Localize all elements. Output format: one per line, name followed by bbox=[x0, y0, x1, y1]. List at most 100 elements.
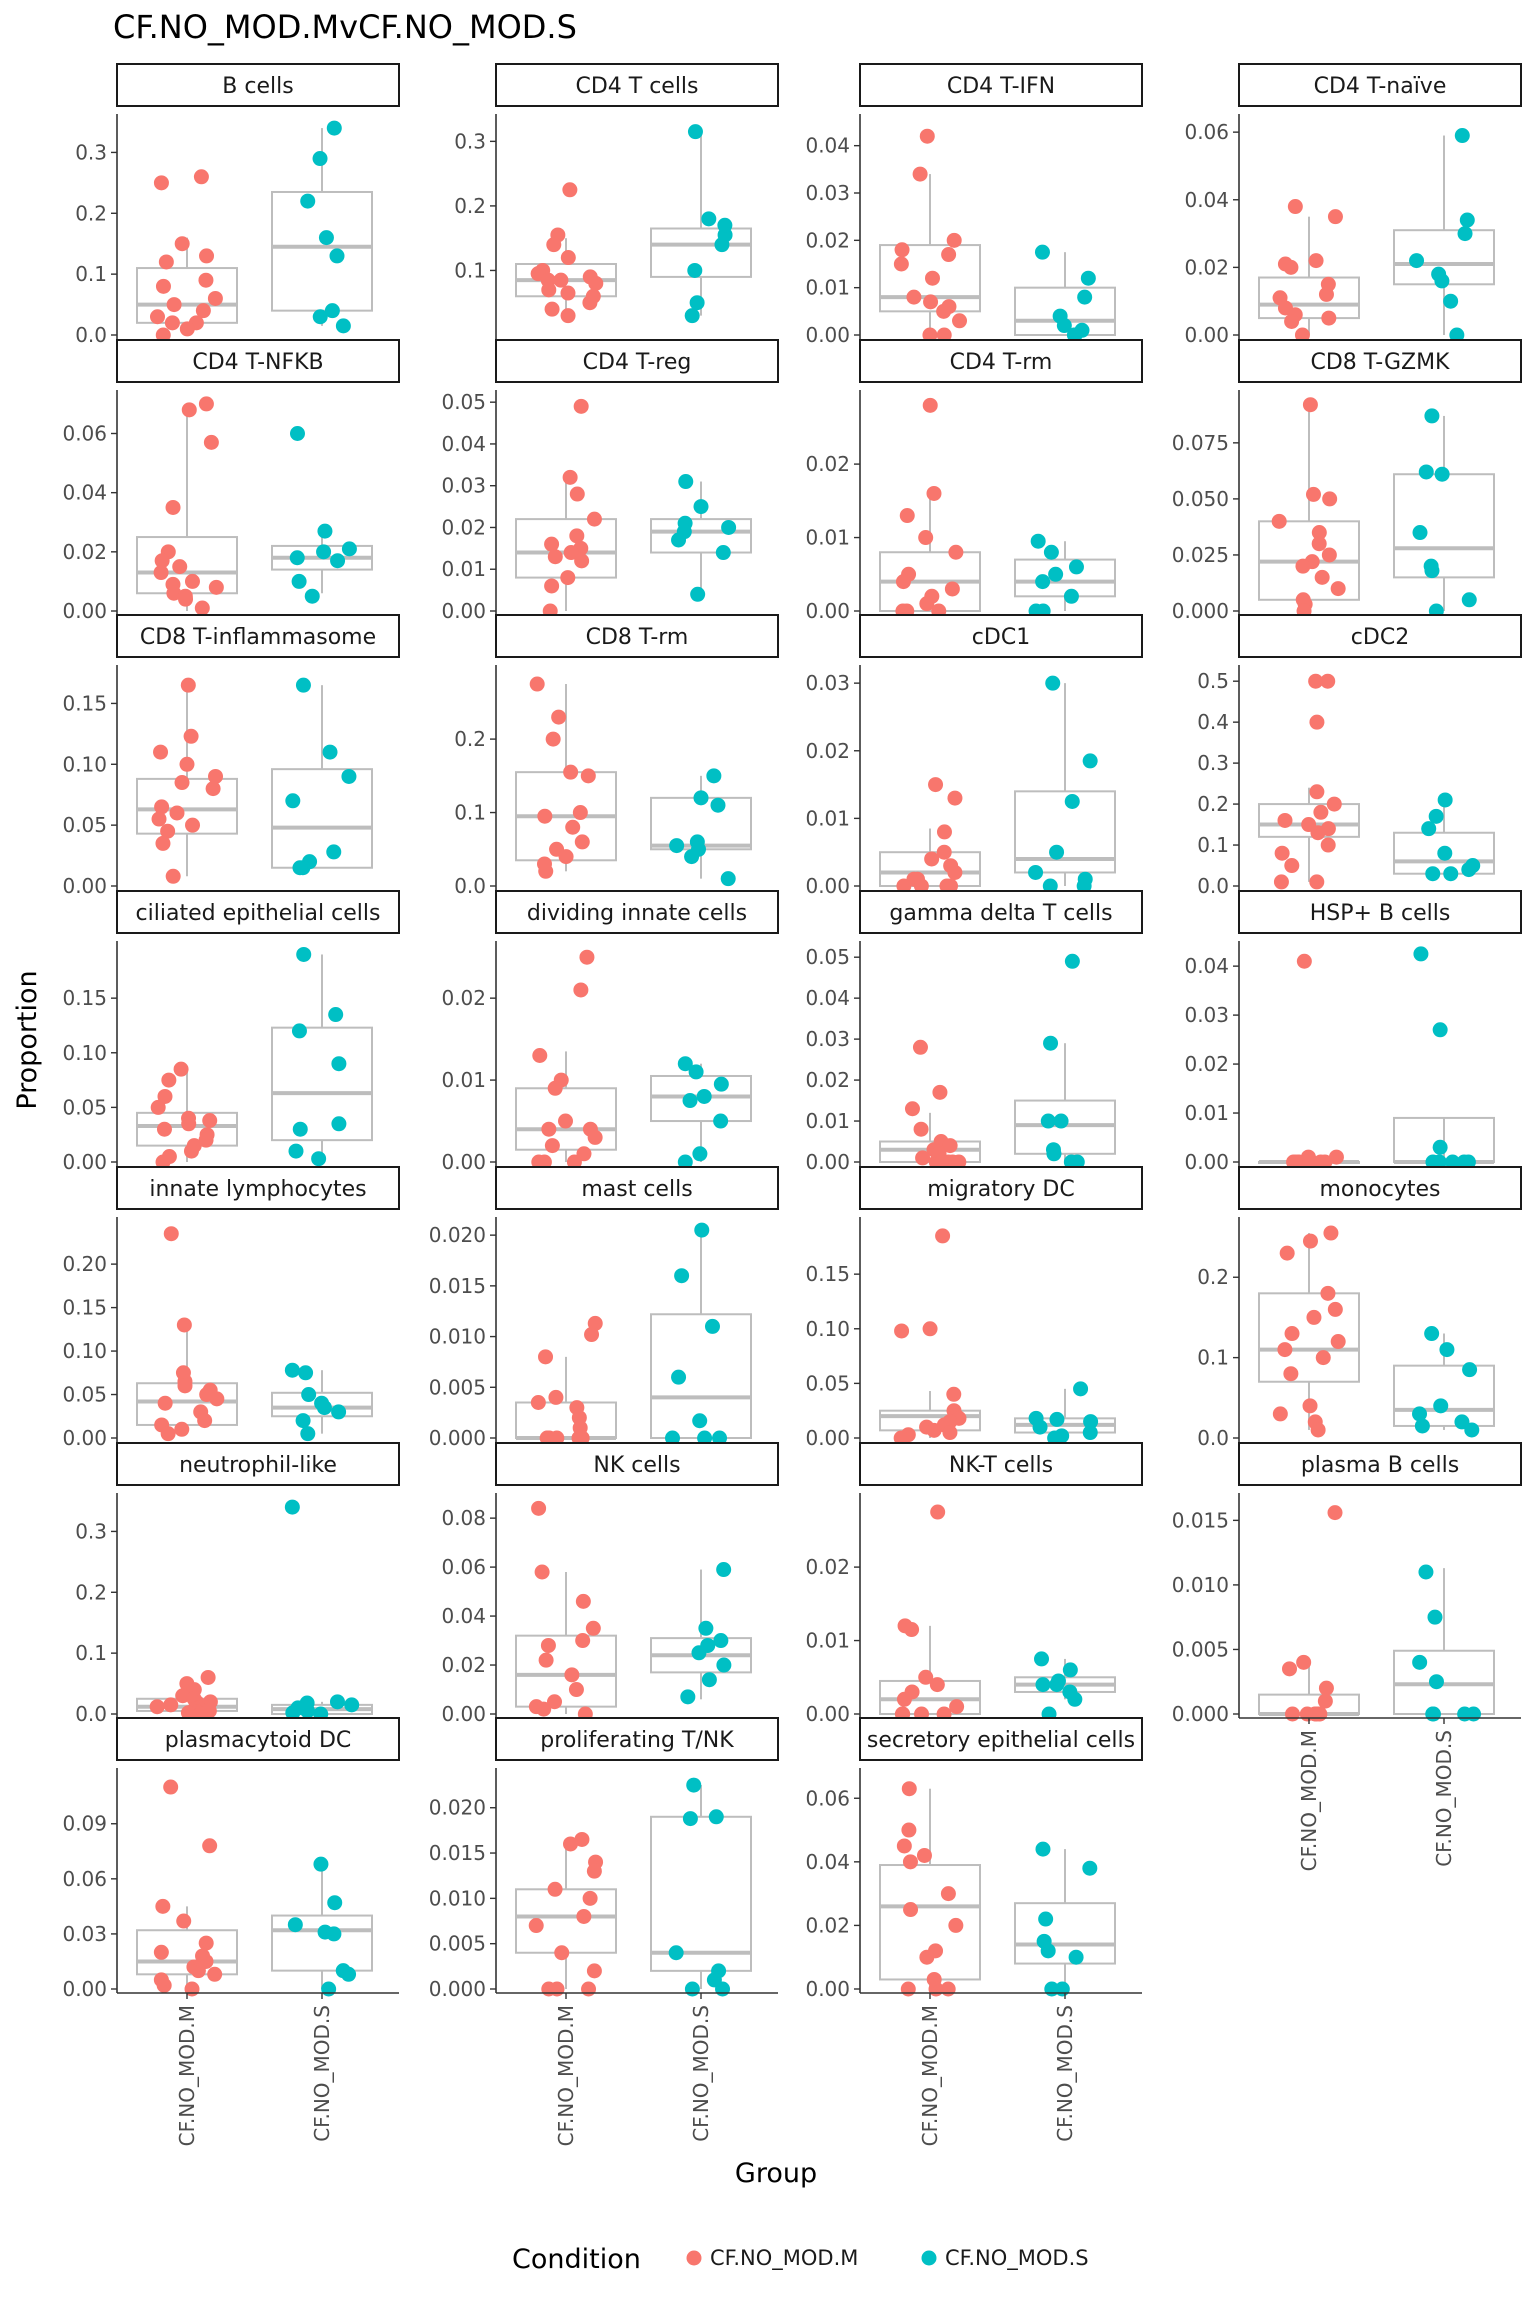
point-s bbox=[1030, 533, 1046, 549]
point-m bbox=[551, 709, 567, 725]
point-m bbox=[530, 1395, 546, 1410]
facet-strip bbox=[116, 1442, 400, 1486]
point-s bbox=[331, 1116, 347, 1132]
panel-cd8-t-gzmk: CD8 T-GZMK 0.000 0.025 0.050 0.075 bbox=[1172, 339, 1522, 623]
point-m bbox=[1312, 1706, 1328, 1722]
point-m bbox=[177, 1378, 193, 1394]
point-m bbox=[180, 677, 196, 693]
point-s bbox=[1049, 844, 1065, 860]
point-m bbox=[166, 297, 182, 313]
point-m bbox=[541, 1121, 557, 1137]
point-m bbox=[203, 434, 219, 450]
point-m bbox=[149, 1699, 165, 1715]
point-s bbox=[1459, 212, 1475, 228]
y-tick-label: 0.02 bbox=[805, 739, 850, 763]
panel-ciliated-epithelial-cells: ciliated epithelial cells 0.00 0.05 0.10 0.1… bbox=[62, 890, 400, 1174]
y-tick-label: 0.010 bbox=[429, 1886, 486, 1910]
point-m bbox=[932, 1084, 948, 1100]
y-tick-label: 0.10 bbox=[62, 1339, 107, 1363]
point-m bbox=[548, 1389, 564, 1405]
y-tick-label: 0.1 bbox=[75, 262, 107, 286]
y-tick-label: 0.06 bbox=[62, 422, 107, 446]
point-s bbox=[316, 544, 332, 560]
point-m bbox=[942, 1138, 958, 1154]
point-m bbox=[574, 553, 590, 569]
point-m bbox=[580, 768, 596, 784]
point-s bbox=[690, 586, 706, 602]
point-m bbox=[1309, 714, 1325, 730]
point-m bbox=[163, 1697, 179, 1713]
y-tick-label: 0.4 bbox=[1197, 710, 1229, 734]
point-s bbox=[671, 532, 687, 548]
point-m bbox=[894, 1323, 910, 1339]
y-tick-label: 0.050 bbox=[1172, 487, 1229, 511]
point-m bbox=[896, 878, 912, 894]
panel-cd4-t-ifn: CD4 T-IFN 0.00 0.01 0.02 0.03 0.04 bbox=[805, 63, 1143, 347]
point-s bbox=[1425, 1706, 1441, 1722]
point-s bbox=[1046, 1146, 1062, 1162]
point-s bbox=[678, 474, 694, 490]
legend-key-m bbox=[686, 2250, 702, 2266]
point-m bbox=[200, 1669, 216, 1685]
point-s bbox=[687, 124, 703, 140]
point-s bbox=[301, 1387, 317, 1403]
facet-strip bbox=[116, 339, 400, 383]
point-m bbox=[563, 764, 579, 780]
point-m bbox=[161, 1072, 177, 1088]
point-m bbox=[942, 1425, 958, 1441]
point-s bbox=[706, 768, 722, 784]
point-m bbox=[179, 756, 195, 772]
box-s bbox=[650, 518, 752, 554]
point-m bbox=[549, 1430, 565, 1446]
point-m bbox=[571, 1430, 587, 1446]
point-s bbox=[1421, 821, 1437, 837]
point-s bbox=[716, 1657, 732, 1673]
y-tick-label: 0.04 bbox=[805, 986, 850, 1010]
point-m bbox=[912, 166, 928, 182]
point-m bbox=[208, 768, 224, 784]
point-s bbox=[1054, 1981, 1070, 1997]
point-m bbox=[1322, 491, 1338, 507]
facet-strip-label: ciliated epithelial cells bbox=[136, 901, 381, 926]
y-tick-label: 0.00 bbox=[441, 1702, 486, 1726]
panel-hsp-b-cells: HSP+ B cells 0.00 0.01 0.02 0.03 0.04 bbox=[1184, 890, 1522, 1174]
y-tick-label: 0.005 bbox=[429, 1932, 486, 1956]
point-s bbox=[720, 871, 736, 887]
y-tick-label: 0.1 bbox=[75, 1641, 107, 1665]
point-m bbox=[1302, 1233, 1318, 1249]
point-m bbox=[936, 824, 952, 840]
y-tick-label: 0.1 bbox=[1197, 833, 1229, 857]
point-s bbox=[1073, 1381, 1089, 1397]
point-s bbox=[665, 1430, 681, 1446]
legend-label-m: CF.NO_MOD.M bbox=[710, 2246, 858, 2271]
facet-strip-label: CD4 T-NFKB bbox=[192, 350, 323, 375]
y-tick-label: 0.06 bbox=[805, 1786, 850, 1810]
point-s bbox=[341, 1966, 357, 1982]
y-tick-label: 0.01 bbox=[441, 1068, 486, 1092]
point-m bbox=[155, 1154, 171, 1170]
point-m bbox=[150, 1099, 166, 1115]
box-s bbox=[1393, 1364, 1495, 1427]
point-m bbox=[919, 128, 935, 144]
point-m bbox=[1282, 1661, 1298, 1677]
point-m bbox=[560, 285, 576, 301]
point-m bbox=[941, 247, 957, 263]
point-m bbox=[153, 565, 169, 581]
y-tick-label: 0.04 bbox=[1184, 954, 1229, 978]
box-s bbox=[271, 1391, 373, 1418]
point-m bbox=[566, 1154, 582, 1170]
point-s bbox=[684, 308, 700, 324]
point-s bbox=[1432, 1139, 1448, 1155]
point-s bbox=[1418, 464, 1434, 480]
facet-strip bbox=[495, 614, 779, 658]
point-m bbox=[163, 1779, 179, 1795]
point-s bbox=[291, 1023, 307, 1039]
point-m bbox=[172, 559, 188, 575]
point-s bbox=[291, 573, 307, 589]
y-tick-label: 0.04 bbox=[441, 1604, 486, 1628]
point-s bbox=[304, 588, 320, 604]
point-m bbox=[1287, 199, 1303, 215]
panel-migratory-dc: migratory DC 0.00 0.05 0.10 0.15 bbox=[805, 1166, 1143, 1450]
point-m bbox=[160, 1426, 176, 1442]
facet-strip-label: cDC2 bbox=[1351, 625, 1409, 650]
